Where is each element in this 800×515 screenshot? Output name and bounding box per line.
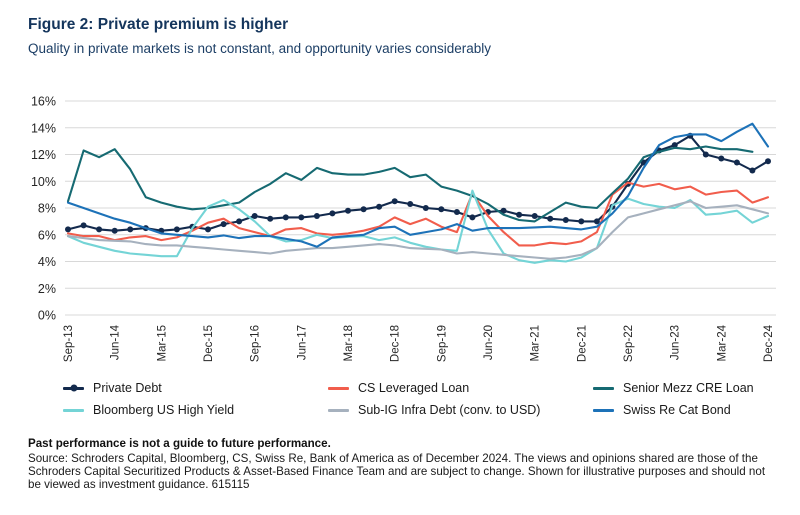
- x-axis-tick-label: Sep-13: [63, 325, 75, 362]
- data-point-marker: [329, 210, 336, 217]
- data-point-marker: [578, 218, 585, 225]
- data-point-marker: [360, 206, 367, 213]
- y-axis-tick-label: 8%: [38, 202, 56, 216]
- data-point-marker: [298, 214, 305, 221]
- past-performance-disclaimer: Past performance is not a guide to futur…: [28, 437, 331, 450]
- series-senior-mezz-cre-loan: [66, 145, 754, 223]
- x-axis-tick-label: Mar-24: [716, 324, 728, 361]
- legend-label: Senior Mezz CRE Loan: [623, 381, 754, 395]
- data-point-marker: [702, 151, 709, 158]
- series-swiss-re-cat-bond: [66, 122, 770, 248]
- data-point-marker: [173, 226, 180, 233]
- data-point-marker: [236, 218, 243, 225]
- y-axis-tick-label: 2%: [38, 282, 56, 296]
- chart-legend: Private Debt CS Leveraged Loan Senior Mezz…: [63, 381, 778, 417]
- legend-item-swiss-re-cat-bond: Swiss Re Cat Bond: [593, 403, 778, 417]
- legend-item-bloomberg-us-high-yield: Bloomberg US High Yield: [63, 403, 328, 417]
- data-point-marker: [205, 226, 211, 233]
- chart-footer: Past performance is not a guide to futur…: [28, 437, 780, 491]
- data-point-marker: [127, 226, 134, 233]
- data-point-marker: [345, 207, 351, 214]
- data-point-marker: [111, 227, 118, 234]
- legend-swatch: [593, 408, 614, 412]
- data-point-marker: [80, 222, 87, 229]
- y-axis-tick-label: 0%: [38, 309, 56, 323]
- y-axis-tick-label: 6%: [38, 228, 56, 242]
- x-axis-tick-label: Dec-15: [203, 325, 215, 362]
- data-point-marker: [718, 155, 725, 162]
- data-point-marker: [65, 226, 71, 233]
- x-axis-tick-label: Mar-15: [156, 325, 168, 361]
- x-axis-tick-label: Jun-20: [483, 325, 495, 360]
- legend-swatch: [63, 384, 84, 392]
- figure-subtitle: Quality in private markets is not consta…: [28, 41, 491, 56]
- series-cs-leveraged-loan: [66, 181, 770, 247]
- x-axis-tick-label: Mar-21: [530, 325, 542, 361]
- series-bloomberg-us-high-yield: [66, 189, 770, 264]
- y-axis-tick-label: 10%: [31, 175, 56, 189]
- data-point-marker: [765, 158, 771, 165]
- x-axis-tick-label: Dec-24: [763, 324, 775, 362]
- legend-swatch: [63, 408, 84, 412]
- x-axis-tick-label: Sep-16: [250, 325, 262, 362]
- legend-swatch: [328, 408, 349, 412]
- legend-label: CS Leveraged Loan: [358, 381, 470, 395]
- data-point-marker: [547, 215, 554, 222]
- data-point-marker: [96, 226, 103, 233]
- legend-label: Bloomberg US High Yield: [93, 403, 235, 417]
- data-point-marker: [438, 206, 445, 213]
- legend-item-cs-leveraged-loan: CS Leveraged Loan: [328, 381, 593, 395]
- y-axis-tick-label: 12%: [31, 148, 56, 162]
- figure-title: Figure 2: Private premium is higher: [28, 16, 289, 33]
- x-axis-tick-label: Sep-22: [623, 325, 635, 362]
- data-point-marker: [733, 159, 740, 166]
- data-point-marker: [267, 215, 274, 222]
- data-point-marker: [671, 142, 678, 149]
- legend-marker-dot: [70, 384, 77, 392]
- data-point-marker: [407, 201, 414, 207]
- y-axis-tick-label: 16%: [31, 95, 56, 109]
- data-point-marker: [562, 217, 569, 223]
- y-axis-tick-label: 14%: [31, 121, 56, 135]
- series-sub-ig-infra-debt-conv-to-usd-: [66, 200, 770, 260]
- line-chart: 0% 2% 4% 6% 8% 10% 12% 14% 16% Sep-13 Jun-14 Mar-15…: [31, 95, 776, 362]
- legend-item-private-debt: Private Debt: [63, 381, 328, 395]
- legend-swatch: [593, 386, 614, 390]
- data-point-marker: [422, 205, 429, 211]
- data-point-marker: [251, 213, 258, 219]
- data-point-marker: [220, 221, 227, 228]
- legend-label: Swiss Re Cat Bond: [623, 403, 731, 417]
- x-axis-tick-label: Dec-21: [576, 325, 588, 362]
- legend-swatch: [328, 386, 349, 390]
- data-point-marker: [593, 218, 600, 225]
- x-axis-tick-label: Sep-19: [436, 325, 448, 362]
- data-point-marker: [282, 214, 289, 221]
- data-point-marker: [453, 209, 460, 215]
- data-point-marker: [391, 198, 398, 205]
- data-point-marker: [500, 207, 507, 214]
- legend-item-sub-ig-infra-debt-conv-to-usd-: Sub-IG Infra Debt (conv. to USD): [328, 403, 593, 417]
- data-point-marker: [531, 213, 538, 219]
- data-point-marker: [313, 213, 320, 219]
- x-axis-tick-label: Mar-18: [343, 325, 355, 361]
- legend-label: Private Debt: [93, 381, 162, 395]
- x-axis-tick-label: Jun-23: [670, 325, 682, 360]
- legend-label: Sub-IG Infra Debt (conv. to USD): [358, 403, 541, 417]
- legend-item-senior-mezz-cre-loan: Senior Mezz CRE Loan: [593, 381, 778, 395]
- source-note: Source: Schroders Capital, Bloomberg, CS…: [28, 451, 766, 492]
- x-axis-tick-label: Jun-17: [296, 325, 308, 360]
- x-axis-tick-label: Dec-18: [390, 325, 402, 362]
- data-point-marker: [516, 211, 523, 218]
- x-axis-tick-label: Jun-14: [110, 324, 122, 360]
- y-axis-tick-label: 4%: [38, 255, 56, 269]
- data-point-marker: [469, 214, 476, 221]
- data-point-marker: [376, 203, 383, 210]
- data-point-marker: [749, 167, 756, 174]
